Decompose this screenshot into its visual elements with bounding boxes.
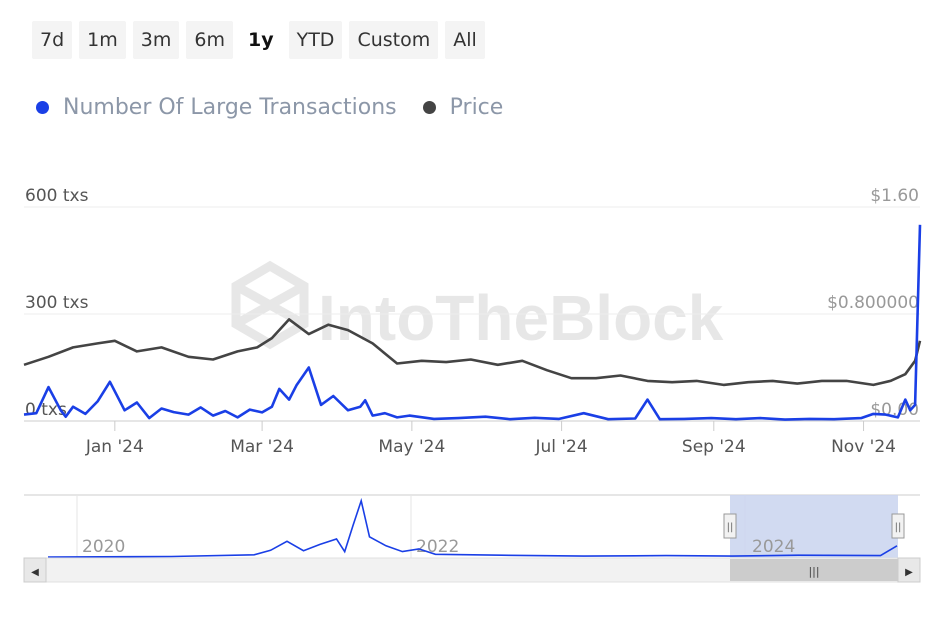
x-axis: Jan '24 Mar '24 May '24 Jul '24 Sep '24 Nov '…: [85, 421, 896, 457]
range-button-3m[interactable]: 3m: [132, 21, 180, 59]
x-axis-tick-label: May '24: [378, 437, 445, 457]
watermark: IntoTheBlock: [231, 260, 724, 354]
left-axis: 0 txs 300 txs 600 txs: [25, 186, 89, 420]
legend-dot-icon: [422, 101, 436, 114]
left-axis-tick-label: 0 txs: [25, 400, 67, 420]
legend-item-price[interactable]: Price: [422, 95, 504, 120]
left-axis-tick-label: 300 txs: [25, 293, 89, 313]
legend-dot-icon: [36, 101, 49, 114]
range-button-ytd[interactable]: YTD: [288, 21, 343, 59]
left-axis-tick-label: 600 txs: [25, 186, 89, 206]
chart-legend: Number Of Large Transactions Price: [36, 95, 503, 120]
price-series-line: [23, 318, 922, 387]
range-button-7d[interactable]: 7d: [32, 21, 73, 59]
x-axis-tick-label: Sep '24: [682, 437, 746, 457]
navigator-right-handle[interactable]: ||: [891, 513, 905, 539]
range-button-1y[interactable]: 1y: [239, 21, 282, 59]
svg-text:||: ||: [727, 522, 734, 533]
range-button-1m[interactable]: 1m: [79, 21, 126, 59]
scroll-right-button[interactable]: ▶: [897, 557, 921, 583]
x-axis-tick-label: Jan '24: [85, 437, 144, 457]
gridlines: [24, 206, 920, 422]
navigator-selected-range[interactable]: [730, 495, 898, 558]
chevron-left-icon: ◀: [31, 567, 39, 578]
legend-item-large-transactions[interactable]: Number Of Large Transactions: [36, 95, 397, 120]
range-selector: 7d 1m 3m 6m 1y YTD Custom All: [32, 21, 485, 59]
legend-label: Price: [449, 95, 504, 120]
range-button-custom[interactable]: Custom: [349, 21, 439, 59]
navigator-year-label: 2020: [82, 537, 125, 557]
svg-text:|||: |||: [808, 565, 819, 578]
navigator-year-label: 2024: [752, 537, 795, 557]
scrollbar-thumb[interactable]: |||: [730, 559, 898, 581]
right-axis-tick-label: $1.60: [870, 186, 919, 206]
x-axis-tick-label: Jul '24: [534, 437, 587, 457]
x-axis-tick-label: Mar '24: [230, 437, 294, 457]
scroll-left-button[interactable]: ◀: [23, 557, 47, 583]
right-axis-tick-label: $0.800000: [827, 293, 919, 313]
range-button-all[interactable]: All: [445, 21, 485, 59]
svg-text:||: ||: [895, 522, 902, 533]
navigator-left-handle[interactable]: ||: [723, 513, 737, 539]
intotheblock-logo-icon: [231, 260, 309, 350]
x-axis-tick-label: Nov '24: [831, 437, 896, 457]
navigator[interactable]: 2020 2022 2024 || || ◀ ||| ▶: [23, 494, 921, 583]
range-button-6m[interactable]: 6m: [186, 21, 233, 59]
legend-label: Number Of Large Transactions: [63, 95, 397, 120]
navigator-series-line: [47, 497, 898, 558]
chevron-right-icon: ▶: [905, 567, 913, 578]
large-transactions-series-line: [23, 224, 922, 421]
watermark-text: IntoTheBlock: [318, 282, 724, 354]
